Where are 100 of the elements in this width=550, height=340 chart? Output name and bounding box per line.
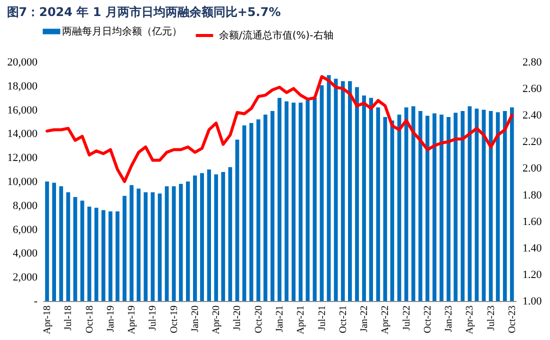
x-tick-label: Oct-19 [168, 306, 180, 334]
bar [440, 114, 444, 301]
bar [340, 81, 345, 301]
bar [312, 98, 317, 301]
bar [158, 193, 162, 301]
x-tick-label: Jul-20 [232, 306, 244, 330]
y2-tick-label: 2.20 [522, 136, 542, 148]
x-tick-label: Oct-20 [253, 306, 264, 334]
bar [369, 98, 374, 301]
bar [284, 101, 288, 301]
bar [136, 188, 141, 301]
bar [122, 196, 126, 301]
x-tick-label: Jul-21 [316, 306, 328, 330]
bar [362, 95, 366, 301]
bar [298, 102, 303, 301]
y-tick-label: 12,000 [7, 152, 38, 164]
bar [193, 176, 197, 301]
bar [454, 112, 458, 301]
x-tick-label: Apr-21 [296, 306, 307, 334]
bar [510, 107, 514, 301]
y2-tick-label: 1.20 [522, 268, 542, 281]
bar [348, 81, 352, 301]
x-tick-label: Oct-21 [338, 306, 349, 334]
bar [101, 210, 106, 301]
bar [178, 184, 183, 301]
bar [200, 173, 204, 301]
bar [228, 167, 232, 301]
bar [425, 116, 430, 301]
y-tick-label: 2,000 [12, 272, 38, 284]
bar [150, 192, 155, 301]
y-tick-label: 8,000 [12, 200, 38, 212]
y2-tick-label: 1.80 [522, 189, 542, 202]
x-tick-label: Jul-23 [486, 306, 497, 330]
x-tick-label: Jul-18 [63, 306, 74, 330]
bar [186, 182, 190, 301]
bar [446, 116, 450, 301]
x-tick-label: Jan-22 [359, 306, 370, 332]
x-tick-label: Jan-23 [444, 306, 455, 332]
bar [221, 172, 226, 301]
y-tick-label: 18,000 [7, 80, 38, 92]
bar [172, 186, 176, 301]
y2-tick-label: 2.40 [522, 110, 542, 122]
x-tick-label: Oct-23 [506, 306, 518, 334]
x-tick-label: Apr-19 [126, 306, 138, 334]
legend-label: 余额/流通总市值(%)-右轴 [219, 30, 334, 42]
bar [66, 192, 70, 301]
y2-tick-label: 2.60 [522, 83, 542, 96]
x-tick-label: Jan-21 [274, 306, 286, 332]
bar [116, 211, 120, 301]
x-tick-label: Jan-20 [190, 306, 201, 332]
bar [130, 185, 134, 301]
legend-label: 两融每月日均余额（亿元） [62, 26, 182, 38]
bar [108, 211, 112, 301]
bar [235, 140, 240, 301]
x-tick-label: Jul-19 [148, 306, 159, 330]
bar [270, 110, 274, 301]
y-tick-label: 10,000 [7, 176, 38, 188]
x-tick-label: Jan-19 [105, 306, 116, 332]
y2-tick-label: 2.80 [522, 56, 542, 68]
y-tick-label: 6,000 [12, 224, 38, 236]
chart-title: 图7：2024 年 1 月两市日均两融余额同比+5.7% [6, 5, 281, 19]
bar [334, 78, 338, 301]
bar [496, 112, 500, 301]
x-tick-label: Oct-18 [84, 306, 96, 334]
y-tick-label: 4,000 [12, 248, 38, 260]
bar [256, 119, 260, 301]
bar [214, 174, 218, 301]
bar [432, 113, 436, 301]
bar [278, 98, 282, 301]
bar [383, 116, 388, 301]
bar [376, 107, 380, 301]
x-tick-label: Oct-22 [422, 306, 434, 334]
bar [59, 186, 64, 301]
bar [502, 110, 507, 301]
bar [320, 85, 324, 301]
bar [468, 106, 472, 301]
bar [411, 106, 416, 301]
bar [460, 110, 465, 301]
bar [249, 122, 254, 301]
bar [292, 102, 296, 301]
y2-tick-label: 2.00 [522, 162, 542, 175]
y-tick-label: 14,000 [7, 128, 38, 140]
bar [73, 197, 78, 301]
y-tick-label: 16,000 [7, 104, 38, 116]
bar [306, 100, 310, 301]
bar [144, 192, 148, 301]
y2-tick-label: 1.60 [522, 216, 542, 228]
y2-tick-label: 1.40 [522, 242, 542, 254]
x-tick-label: Jul-22 [401, 306, 412, 330]
x-tick-label: Apr-22 [380, 306, 392, 334]
line-series [46, 75, 514, 183]
bar [355, 87, 359, 301]
bar [207, 170, 211, 301]
y-tick-label: 20,000 [7, 56, 38, 68]
bar [263, 114, 268, 301]
bar [418, 110, 422, 301]
bar [52, 182, 56, 301]
x-tick-label: Apr-23 [464, 306, 476, 334]
bar [94, 208, 98, 301]
bar [488, 110, 493, 301]
